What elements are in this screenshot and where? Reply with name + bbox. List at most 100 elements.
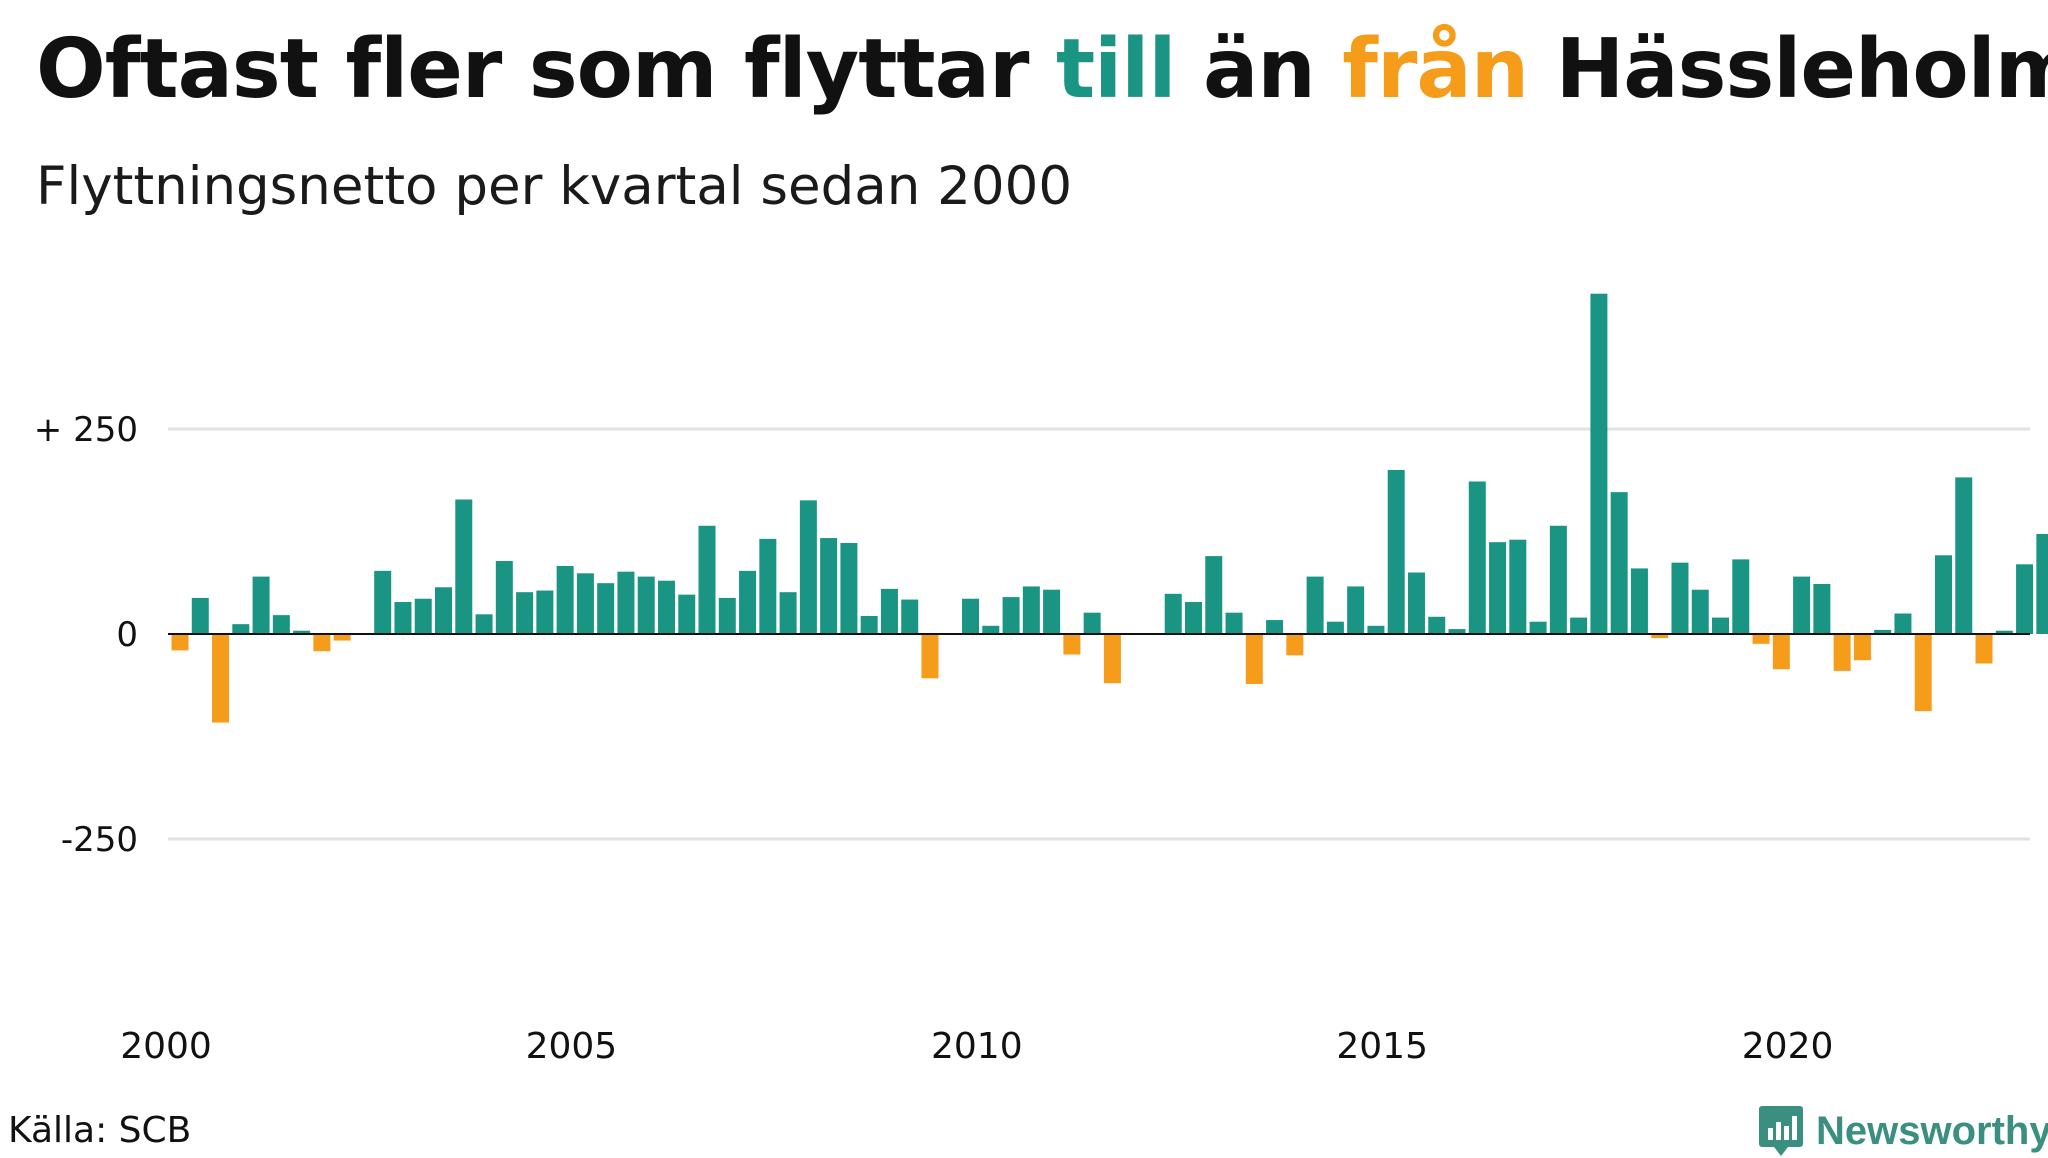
bar: [1306, 576, 1324, 634]
bar: [1367, 625, 1385, 634]
bar: [1529, 621, 1547, 634]
bar: [1387, 470, 1405, 634]
x-tick-label: 2020: [1742, 1026, 1834, 1067]
bar-chart: + 250 0 -250 2000 2005 2010 2015 2020: [34, 293, 2048, 1067]
bar: [191, 597, 209, 634]
bar: [1995, 630, 2013, 634]
bar: [1813, 583, 1831, 634]
bar: [962, 598, 980, 634]
bar: [1914, 634, 1932, 712]
bar: [982, 625, 1000, 634]
bar: [1955, 477, 1973, 634]
bar: [1083, 612, 1101, 634]
bar: [1002, 597, 1020, 634]
bar: [1043, 589, 1061, 634]
bar: [1610, 492, 1628, 634]
bar: [1022, 586, 1040, 634]
bar: [1671, 562, 1689, 634]
bar: [374, 570, 392, 634]
bar: [779, 592, 797, 634]
bar: [1691, 589, 1709, 634]
bar: [840, 542, 858, 634]
bar: [556, 565, 574, 634]
bar: [414, 598, 432, 634]
bar: [232, 624, 250, 634]
bar: [718, 597, 736, 634]
bar: [1894, 613, 1912, 634]
bar: [799, 500, 817, 634]
bar: [1245, 634, 1263, 685]
bar: [212, 634, 230, 723]
x-tick-label: 2000: [120, 1026, 212, 1067]
bar: [313, 634, 331, 652]
x-tick-label: 2010: [931, 1026, 1023, 1067]
y-tick-label: + 250: [34, 410, 138, 450]
bar: [698, 525, 716, 634]
bar: [333, 634, 351, 641]
x-tick-label: 2005: [526, 1026, 618, 1067]
bar: [293, 630, 311, 634]
y-tick-label: -250: [61, 820, 138, 860]
bar: [1468, 481, 1486, 634]
bar: [901, 599, 919, 634]
bar: [1347, 586, 1365, 634]
bar: [1752, 634, 1770, 644]
bar: [820, 538, 838, 634]
bar: [1509, 539, 1527, 634]
chart-subtitle: Flyttningsnetto per kvartal sedan 2000: [36, 156, 1073, 217]
bar: [1732, 559, 1750, 634]
bar: [394, 602, 412, 634]
bar: [657, 580, 675, 634]
bar: [1266, 620, 1284, 634]
bar: [1833, 634, 1851, 671]
bar: [739, 570, 757, 634]
chart-title: Oftast fler som flyttar till än från Häs…: [36, 20, 2048, 120]
bar: [880, 588, 898, 634]
bar: [1164, 593, 1182, 634]
bar: [475, 614, 493, 634]
bar: [1286, 634, 1304, 656]
bar: [1853, 634, 1871, 661]
bar: [536, 590, 554, 634]
bar: [1793, 576, 1811, 634]
bar: [1630, 568, 1648, 634]
bar: [1407, 572, 1425, 634]
title-part: än: [1175, 22, 1343, 117]
title-part: Oftast fler som flyttar: [36, 22, 1056, 117]
bar: [1103, 634, 1121, 684]
bar: [860, 615, 878, 634]
bar: [576, 573, 594, 634]
source-note: Källa: SCB: [8, 1110, 192, 1151]
logo-text: Newsworthy: [1816, 1108, 2048, 1153]
bar: [1549, 525, 1567, 634]
bar: [1874, 629, 1892, 634]
bar: [1772, 634, 1790, 670]
bar: [171, 634, 189, 651]
bar: [1063, 634, 1081, 655]
bar: [637, 576, 655, 634]
bar: [1489, 542, 1507, 634]
x-tick-label: 2015: [1336, 1026, 1428, 1067]
bar: [1712, 617, 1730, 634]
bar: [1570, 617, 1588, 634]
bar: [759, 538, 777, 634]
bar: [1428, 616, 1446, 634]
bar: [495, 561, 513, 634]
bar: [1225, 612, 1243, 634]
title-part-fran: från: [1342, 22, 1529, 117]
bar: [1185, 602, 1202, 634]
bar: [1975, 634, 1993, 664]
bar: [617, 571, 635, 634]
bar: [1205, 556, 1223, 634]
bar: [1651, 634, 1669, 639]
bar: [1326, 621, 1344, 634]
bar: [1934, 555, 1952, 634]
bar: [272, 615, 290, 634]
bar: [597, 583, 615, 634]
bar: [1448, 629, 1466, 634]
bar: [678, 594, 696, 634]
bar: [435, 587, 453, 634]
bar: [921, 634, 939, 679]
bar: [516, 592, 534, 634]
bar: [2016, 564, 2034, 634]
